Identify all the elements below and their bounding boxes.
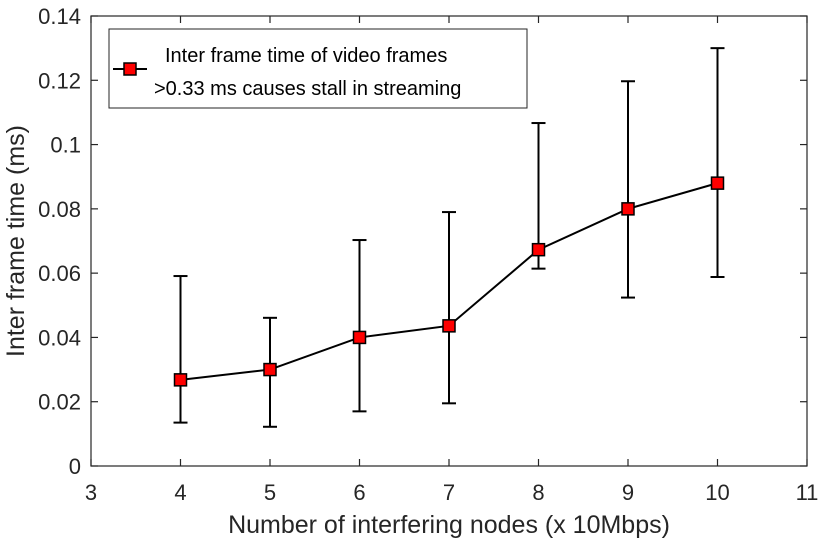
x-tick-label: 8	[532, 480, 544, 505]
y-tick-label: 0.06	[38, 261, 81, 286]
y-tick-label: 0	[69, 454, 81, 479]
x-tick-label: 6	[353, 480, 365, 505]
y-tick-label: 0.1	[50, 133, 81, 158]
y-tick-label: 0.04	[38, 325, 81, 350]
x-tick-label: 5	[264, 480, 276, 505]
data-point	[173, 373, 188, 387]
legend-marker	[123, 62, 137, 76]
y-tick-label: 0.14	[38, 4, 81, 29]
y-tick-label: 0.08	[38, 197, 81, 222]
data-point	[710, 176, 725, 190]
legend-label-line-1: Inter frame time of video frames	[165, 45, 447, 67]
x-tick-label: 10	[705, 480, 729, 505]
x-axis-title: Number of interfering nodes (x 10Mbps)	[228, 511, 670, 539]
data-point	[442, 319, 456, 333]
y-axis-title: Inter frame time (ms)	[2, 125, 30, 357]
data-point	[263, 362, 277, 377]
data-marks	[173, 47, 725, 428]
data-point	[621, 202, 635, 216]
data-point	[352, 330, 367, 345]
legend-box	[108, 28, 528, 109]
data-point	[531, 242, 546, 257]
y-tick-label: 0.02	[38, 390, 81, 415]
y-tick-label: 0.12	[38, 68, 81, 93]
x-tick-label: 7	[443, 480, 455, 505]
x-tick-label: 9	[622, 480, 634, 505]
legend: Inter frame time of video frames >0.33 m…	[108, 28, 528, 109]
x-tick-label: 4	[174, 480, 186, 505]
legend-label-line-2: >0.33 ms causes stall in streaming	[154, 78, 461, 100]
x-tick-label: 11	[796, 480, 819, 505]
axis-ticks: 3 4 5 6 7 8 9 10 11 0 0.02 0.04 0.06 0.08 0.1 0.12 0.14	[38, 4, 818, 505]
x-tick-label: 3	[85, 480, 97, 505]
